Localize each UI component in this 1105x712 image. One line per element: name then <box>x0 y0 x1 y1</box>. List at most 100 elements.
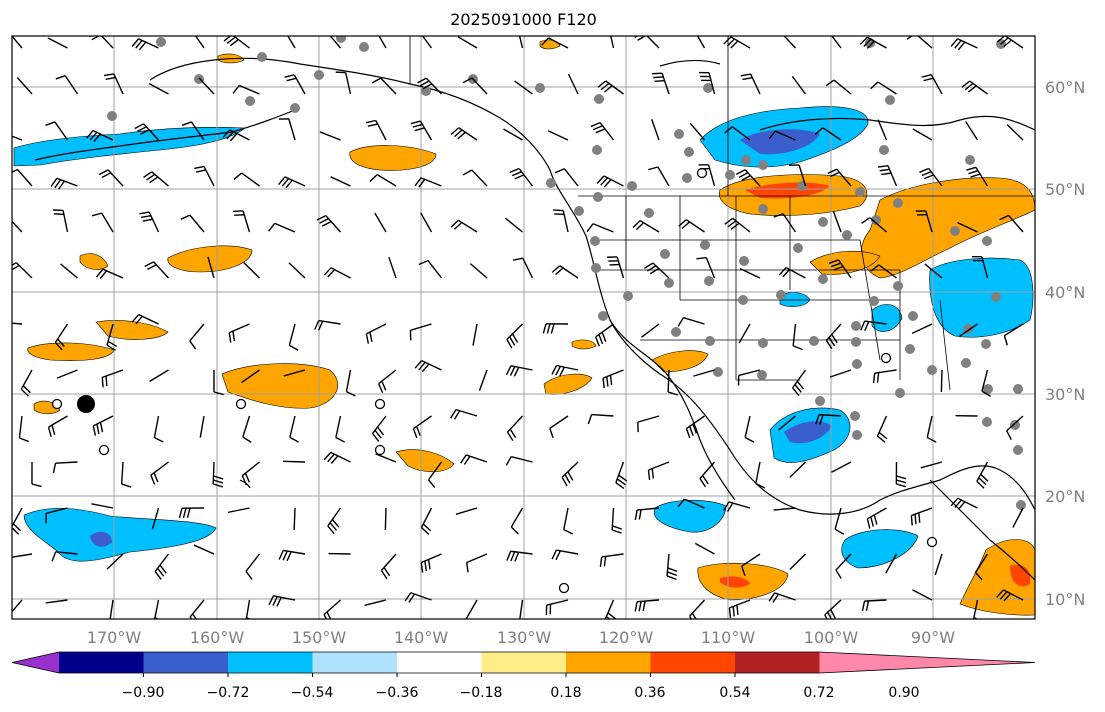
wind-barb <box>462 169 488 187</box>
wind-barb <box>693 369 715 377</box>
wind-barb <box>698 164 716 187</box>
lat-label: 20°N <box>1045 487 1085 506</box>
wind-barb <box>189 323 205 350</box>
wind-barb <box>418 259 443 279</box>
wind-barb <box>98 169 124 187</box>
wind-barb <box>193 544 215 555</box>
wind-barb <box>427 461 443 488</box>
wind-barb <box>293 507 296 531</box>
wind-barb <box>323 267 351 279</box>
wind-barb <box>365 119 387 141</box>
wind-barb <box>410 120 433 141</box>
wind-barb <box>144 261 170 279</box>
wind-barb <box>212 461 224 488</box>
wind-barb <box>895 461 907 488</box>
wind-barb <box>20 369 33 397</box>
lon-label: 160°W <box>190 628 245 647</box>
wind-barb <box>18 415 29 443</box>
wind-barb <box>12 36 23 49</box>
wind-barb <box>940 369 943 393</box>
wind-barb <box>834 507 845 535</box>
wind-barb <box>241 461 260 486</box>
wind-barb <box>106 553 124 570</box>
wind-barb <box>12 322 23 325</box>
wind-barb <box>611 507 623 534</box>
wind-barb <box>462 77 488 95</box>
wind-barb <box>957 222 978 233</box>
wind-barb <box>282 460 306 463</box>
wind-barb <box>724 126 751 141</box>
wind-barb <box>561 461 579 487</box>
central-america-negative <box>653 499 919 569</box>
wind-barb <box>768 130 796 141</box>
wind-barb <box>283 369 306 377</box>
wind-barb <box>139 211 160 233</box>
wind-barb <box>131 38 159 51</box>
wind-barb <box>828 259 852 279</box>
wind-barb <box>634 599 660 612</box>
wind-barb <box>505 365 533 377</box>
wind-barb <box>737 369 761 386</box>
wind-barb <box>1003 323 1024 346</box>
wind-barb <box>420 507 433 535</box>
wind-barb <box>872 369 897 384</box>
wind-barb <box>861 217 887 233</box>
wind-barb <box>509 167 534 187</box>
wind-barb <box>911 323 933 334</box>
colorbar-tick-label: −0.18 <box>460 685 503 701</box>
wind-barb <box>153 415 164 443</box>
wind-barb <box>778 415 796 431</box>
wind-barb <box>12 553 33 558</box>
wind-barb <box>832 211 842 233</box>
wind-barb <box>921 74 943 95</box>
wind-barb <box>31 461 42 488</box>
wind-barb <box>723 36 751 49</box>
wind-barb <box>12 507 23 535</box>
wind-barb <box>976 461 989 489</box>
wind-barb <box>641 323 660 338</box>
wind-barb <box>996 36 1024 49</box>
wind-barb <box>189 599 205 619</box>
wind-barb <box>926 415 937 443</box>
wind-barb <box>88 36 114 49</box>
wind-barb <box>460 454 488 465</box>
wind-barb <box>120 461 132 488</box>
wind-barb <box>696 36 706 49</box>
wind-barb <box>996 589 1024 602</box>
wind-barb <box>420 212 433 233</box>
wind-barb <box>388 256 397 279</box>
lat-label: 40°N <box>1045 283 1085 302</box>
wind-barb <box>380 553 397 580</box>
wind-barb <box>323 451 351 464</box>
wind-barb <box>278 176 306 189</box>
wind-barb <box>554 168 579 187</box>
wind-barb <box>773 507 796 511</box>
wind-barb <box>599 553 624 567</box>
wind-barb <box>677 317 705 327</box>
wind-barb <box>547 130 569 141</box>
lon-label: 130°W <box>497 628 552 647</box>
wind-barb <box>541 37 569 49</box>
wind-barb <box>289 415 299 443</box>
wind-barb <box>506 415 524 441</box>
wind-barb <box>228 323 250 343</box>
wind-barb <box>824 599 842 619</box>
wind-barb <box>223 36 250 49</box>
wind-barb <box>596 175 624 188</box>
wind-barb <box>825 323 842 350</box>
lon-label: 170°W <box>87 628 142 647</box>
wind-barb <box>518 36 524 49</box>
wind-barb <box>637 415 660 433</box>
wind-barb <box>587 413 614 425</box>
wind-barb <box>420 553 442 573</box>
colorbar-tick-label: 0.72 <box>803 685 834 701</box>
wind-barb <box>519 599 524 619</box>
lat-label: 50°N <box>1045 180 1085 199</box>
wind-barb <box>549 415 569 439</box>
wind-barb <box>243 262 260 279</box>
wind-barb <box>567 73 579 95</box>
wind-barb <box>514 80 533 95</box>
wind-barb <box>345 369 356 397</box>
wind-barb <box>450 219 478 233</box>
wind-barb <box>369 174 397 187</box>
